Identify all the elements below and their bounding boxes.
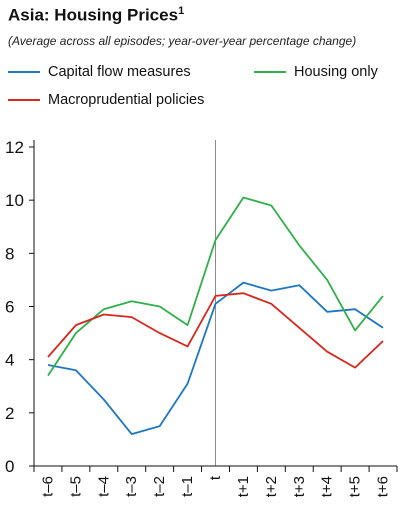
y-tick-label: 2 [5, 404, 14, 423]
chart-subtitle: (Average across all episodes; year-over-… [8, 34, 357, 48]
legend-swatch-capital-flow [8, 71, 40, 73]
legend-item-capital-flow: Capital flow measures [8, 64, 191, 80]
x-tick-label: t [207, 475, 224, 480]
x-tick-label: t–4 [95, 476, 112, 497]
legend-label-capital-flow: Capital flow measures [48, 64, 191, 80]
y-tick-label: 12 [5, 138, 24, 157]
x-tick-label: t+2 [263, 476, 280, 497]
x-tick-label: t+5 [347, 476, 364, 497]
y-tick-label: 10 [5, 191, 24, 210]
x-tick-label: t–2 [151, 476, 168, 497]
legend-label-macroprudential: Macroprudential policies [48, 92, 205, 108]
series-line-housing-only [47, 196, 384, 377]
legend-item-macroprudential: Macroprudential policies [8, 92, 204, 108]
x-tick-label: t+1 [235, 476, 252, 497]
y-tick-label: 0 [5, 457, 14, 476]
series-line-capital-flow-measures [47, 281, 384, 436]
chart-title: Asia: Housing Prices1 [8, 5, 185, 25]
x-tick-label: t–5 [67, 476, 84, 497]
legend-label-housing-only: Housing only [294, 64, 378, 80]
y-tick-label: 8 [5, 244, 14, 263]
x-tick-label: t+4 [319, 476, 336, 497]
legend-item-housing-only: Housing only [254, 64, 378, 80]
x-tick-label: t–3 [123, 476, 140, 497]
x-tick-label: t–1 [179, 476, 196, 497]
x-tick-label: t+3 [291, 476, 308, 497]
legend-swatch-macroprudential [8, 99, 40, 101]
series-line-macroprudential-policies [47, 292, 384, 369]
x-tick-label: t–6 [39, 476, 56, 497]
y-tick-label: 4 [5, 351, 14, 370]
x-tick-label: t+6 [375, 476, 392, 497]
y-tick-label: 6 [5, 298, 14, 317]
legend-swatch-housing-only [254, 71, 286, 73]
